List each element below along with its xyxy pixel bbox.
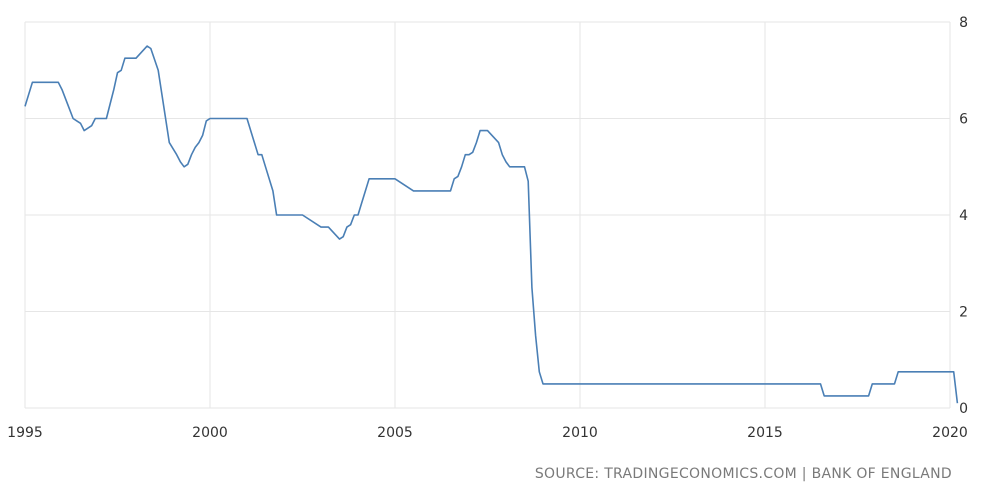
x-tick-label-2005: 2005 [377, 425, 413, 441]
x-tick-label-2000: 2000 [192, 425, 228, 441]
x-tick-label-1995: 1995 [7, 425, 43, 441]
x-tick-label-2015: 2015 [747, 425, 783, 441]
y-tick-label-0: 0 [959, 401, 968, 417]
y-tick-label-8: 8 [959, 15, 968, 31]
y-tick-label-6: 6 [959, 112, 968, 128]
y-tick-label-2: 2 [959, 305, 968, 321]
y-axis: 0 2 4 6 8 [959, 15, 968, 417]
grid-layer [24, 21, 951, 409]
x-tick-label-2010: 2010 [562, 425, 598, 441]
x-axis: 1995 2000 2005 2010 2015 2020 [7, 425, 968, 441]
source-label: SOURCE: TRADINGECONOMICS.COM | BANK OF E… [534, 466, 952, 482]
line-chart: 0 2 4 6 8 1995 2000 2005 2010 2015 2020 [7, 15, 968, 441]
series-line-0 [24, 45, 959, 404]
series-layer [24, 45, 959, 404]
x-tick-label-2020: 2020 [932, 425, 968, 441]
y-tick-label-4: 4 [959, 208, 968, 224]
